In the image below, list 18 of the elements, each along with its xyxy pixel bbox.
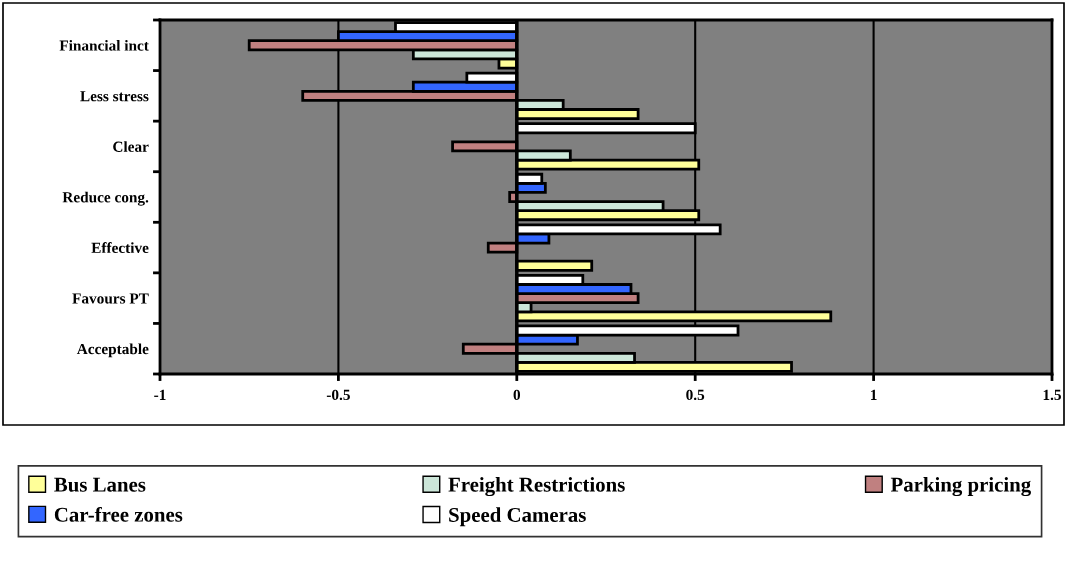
y-tick-label: Reduce cong. [62,191,149,206]
x-tick-label: 0.5 [686,389,705,401]
y-tick-label: Effective [91,242,149,254]
legend-label: Speed Cameras [449,507,586,527]
y-tick-label: Less stress [80,91,149,102]
x-tick-label: 0 [513,389,521,401]
y-tick-label: Favours PT [72,293,149,304]
x-tick-label: 1.5 [1043,389,1061,401]
x-tick-label: -0.5 [326,389,350,401]
y-tick-label: Financial inct [59,39,149,51]
legend-label: Bus Lanes [54,477,146,492]
x-tick-label: 1 [871,389,877,400]
legend-label: Parking pricing [890,477,1031,497]
y-tick-label: Acceptable [76,343,149,358]
legend-label: Freight Restrictions [448,477,625,497]
y-tick-label: Clear [113,141,149,152]
x-tick-label: -1 [154,389,166,400]
legend-label: Car-free zones [54,506,183,522]
